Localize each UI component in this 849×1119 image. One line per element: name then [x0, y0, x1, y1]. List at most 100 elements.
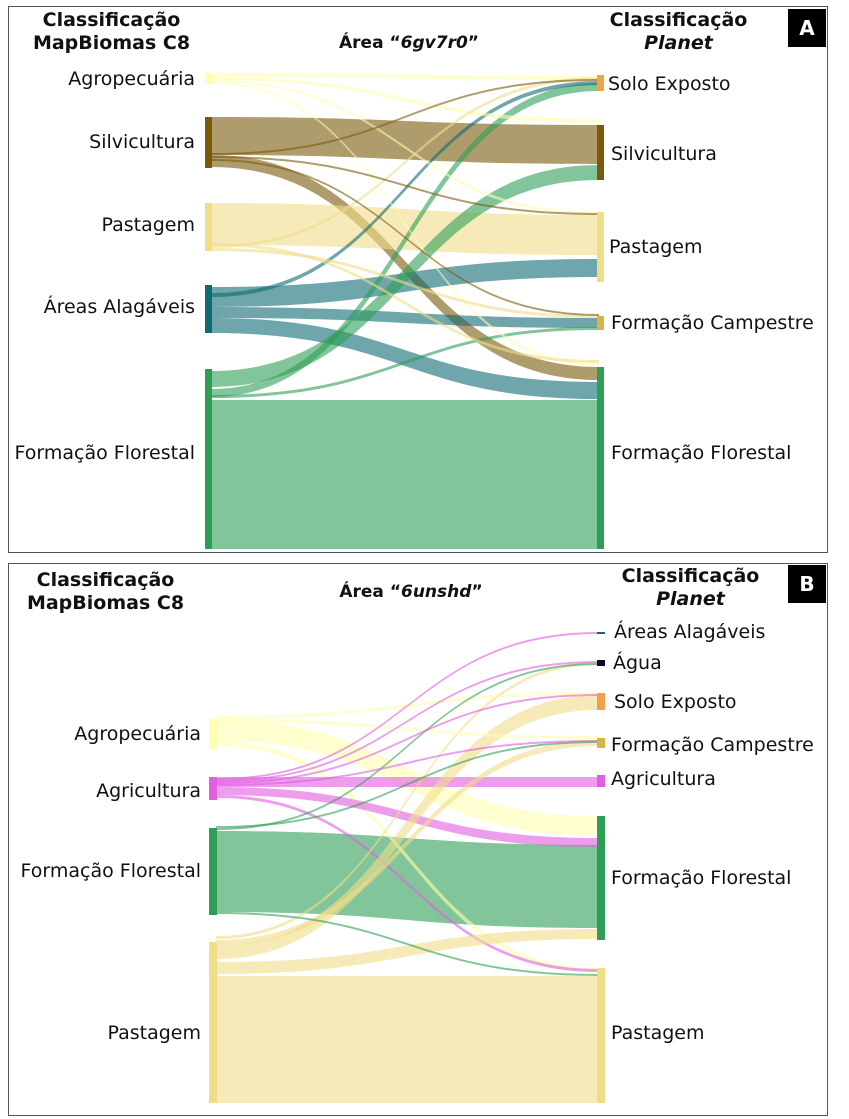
flow-florestal-campestre	[216, 741, 599, 828]
label-left-formacao-florestal: Formação Florestal	[14, 442, 195, 464]
panel-badge: A	[788, 9, 826, 47]
label-left-agropecuaria: Agropecuária	[74, 723, 201, 745]
flow-pastagem-campestre	[216, 740, 599, 946]
flow-pastagem-campestre	[211, 248, 599, 318]
flow-florestal-campestre	[211, 327, 599, 398]
node-left-pastagem	[205, 203, 212, 251]
flow-agricultura-solo	[216, 694, 599, 784]
label-right-solo-exposto: Solo Exposto	[608, 73, 731, 95]
node-left-areas-alagaveis	[205, 285, 212, 333]
flow-agropecuaria-solo	[211, 73, 599, 80]
right-heading: Classificação Planet	[601, 9, 756, 55]
title-prefix: Área “	[339, 33, 401, 53]
flow-silvicultura-silvicultura	[211, 117, 599, 164]
flow-pastagem-agua	[216, 662, 599, 939]
flow-agricultura-pastagem	[216, 795, 599, 972]
label-left-agricultura: Agricultura	[96, 780, 201, 802]
title-prefix: Área “	[339, 582, 401, 602]
panel-b: Classificação MapBiomas C8 Área “6unshd”…	[8, 563, 828, 1116]
node-right-formacao-florestal	[597, 367, 604, 549]
flow-alagaveis-campestre	[211, 307, 599, 328]
flow-florestal-agua	[216, 663, 599, 830]
label-left-silvicultura: Silvicultura	[89, 131, 195, 153]
left-heading: Classificação MapBiomas C8	[29, 9, 194, 55]
label-right-agua: Água	[613, 652, 662, 674]
flow-pastagem-pastagem	[211, 203, 599, 255]
node-left-agricultura	[209, 777, 217, 800]
left-heading: Classificação MapBiomas C8	[23, 569, 188, 615]
node-left-formacao-florestal	[205, 369, 212, 549]
title-code: 6gv7r0	[400, 33, 468, 53]
flow-agropecuaria-florestal	[211, 82, 599, 366]
diagram-title: Área “6gv7r0”	[329, 33, 489, 53]
flow-florestal-silvicultura	[211, 165, 599, 387]
flow-pastagem-florestal	[211, 243, 599, 363]
flow-pastagem-solo	[211, 77, 599, 248]
label-right-pastagem: Pastagem	[611, 1022, 705, 1044]
sankey-b	[209, 632, 605, 1103]
flow-pastagem-florestal	[216, 929, 599, 974]
node-right-agricultura	[597, 775, 605, 787]
node-right-solo-exposto	[597, 693, 605, 710]
right-heading-line1: Classificação	[609, 9, 748, 31]
node-left-silvicultura	[205, 117, 212, 168]
right-heading-line2: Planet	[656, 588, 725, 610]
flow-agricultura-florestal	[216, 787, 599, 847]
flow-silvicultura-pastagem	[211, 156, 599, 215]
flow-silvicultura-florestal	[211, 155, 599, 380]
flow-florestal-florestal	[211, 400, 599, 549]
label-right-pastagem: Pastagem	[609, 236, 703, 258]
label-left-pastagem: Pastagem	[107, 1022, 202, 1044]
flow-agropecuaria-pastagem	[216, 741, 599, 973]
flow-agricultura-agua	[216, 661, 599, 782]
node-left-agropecuaria	[209, 719, 217, 749]
node-right-areas-alagaveis	[597, 632, 605, 634]
title-suffix: ”	[467, 33, 479, 53]
sankey-a	[205, 73, 604, 549]
flow-florestal-florestal	[216, 831, 599, 928]
node-right-solo-exposto	[597, 75, 604, 91]
node-right-pastagem	[597, 968, 605, 1103]
flow-agricultura-alagaveis	[216, 632, 599, 780]
flow-pastagem-solo	[216, 695, 599, 959]
label-right-formacao-campestre: Formação Campestre	[611, 734, 814, 756]
flow-florestal-pastagem	[216, 912, 599, 976]
left-heading-line2: MapBiomas C8	[26, 592, 185, 614]
right-heading: Classificação Planet	[613, 565, 768, 611]
flow-alagaveis-florestal	[211, 318, 599, 399]
node-right-formacao-campestre	[597, 316, 604, 330]
flow-agropecuaria-campestre	[216, 719, 599, 739]
node-right-formacao-florestal	[597, 816, 605, 940]
flow-alagaveis-solo	[211, 81, 599, 297]
label-right-formacao-florestal: Formação Florestal	[611, 442, 792, 464]
title-suffix: ”	[471, 582, 483, 602]
label-left-pastagem: Pastagem	[101, 214, 196, 236]
flow-agricultura-agricultura	[216, 777, 599, 787]
label-right-areas-alagaveis: Áreas Alagáveis	[614, 621, 766, 643]
flow-silvicultura-solo	[211, 79, 599, 155]
flow-agropecuaria-silvicultura	[211, 77, 599, 123]
node-right-silvicultura	[597, 125, 604, 180]
label-left-formacao-florestal: Formação Florestal	[20, 860, 201, 882]
label-right-solo-exposto: Solo Exposto	[614, 691, 737, 713]
node-right-formacao-campestre	[597, 738, 605, 748]
node-left-pastagem	[209, 942, 217, 1103]
node-left-agropecuaria	[205, 73, 212, 84]
label-right-formacao-campestre: Formação Campestre	[611, 312, 814, 334]
node-right-pastagem	[597, 212, 604, 282]
panel-a: Classificação MapBiomas C8 Área “6gv7r0”…	[8, 6, 828, 553]
label-left-agropecuaria: Agropecuária	[68, 68, 195, 90]
label-right-formacao-florestal: Formação Florestal	[611, 867, 792, 889]
label-right-agricultura: Agricultura	[611, 768, 716, 790]
label-left-areas-alagaveis: Áreas Alagáveis	[43, 296, 195, 318]
node-right-agua	[597, 660, 605, 666]
title-code: 6unshd	[401, 582, 472, 602]
flow-silvicultura-campestre	[211, 159, 599, 316]
left-heading-line1: Classificação	[36, 569, 175, 591]
node-left-formacao-florestal	[209, 828, 217, 915]
diagram-title: Área “6unshd”	[331, 582, 491, 602]
panel-badge: B	[788, 565, 826, 603]
right-heading-line1: Classificação	[621, 565, 760, 587]
right-heading-line2: Planet	[644, 32, 713, 54]
left-heading-line2: MapBiomas C8	[32, 32, 191, 54]
